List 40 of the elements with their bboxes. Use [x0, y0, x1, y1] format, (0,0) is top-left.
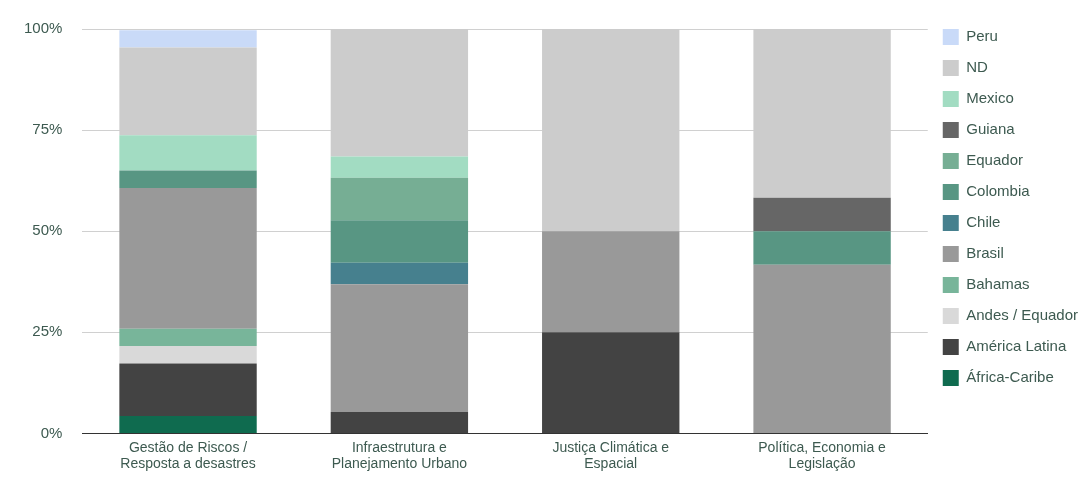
legend-label: Guiana: [966, 120, 1016, 138]
bar: [753, 231, 891, 265]
legend-label: Mexico: [966, 89, 1014, 107]
bar: [330, 411, 469, 433]
bar: [330, 177, 469, 221]
bar: [330, 220, 469, 263]
legend-label: Peru: [966, 27, 998, 45]
bar: [330, 156, 469, 178]
bar: [753, 197, 891, 232]
legend-label: Brasil: [966, 244, 1004, 262]
bar: [330, 262, 469, 285]
legend-label: Chile: [966, 213, 1001, 231]
legend-label: América Latina: [966, 337, 1067, 355]
x-tick-label: Infraestrutura e Planejamento Urbano: [331, 438, 468, 472]
bar: [119, 135, 257, 171]
y-tick-label: 75%: [32, 120, 63, 138]
bar: [119, 363, 257, 417]
legend-label: Equador: [966, 151, 1023, 169]
legend-label: Bahamas: [966, 275, 1030, 293]
bar: [119, 170, 257, 188]
legend-label: Andes / Equador: [966, 306, 1078, 324]
y-tick-label: 0%: [40, 423, 63, 441]
bar: [330, 284, 469, 412]
bar: [119, 187, 257, 329]
bar: [119, 416, 257, 433]
legend-label: África-Caribe: [966, 368, 1054, 386]
bar: [753, 264, 891, 433]
y-tick-label: 50%: [32, 221, 63, 239]
bar: [119, 346, 257, 364]
x-tick-label: Gestão de Riscos / Resposta a desastres: [120, 438, 256, 472]
bar: [119, 30, 257, 48]
x-tick-label: Política, Economia e Legislação: [758, 438, 887, 472]
legend-label: Colombia: [966, 182, 1031, 200]
bar: [542, 231, 680, 333]
bar: [542, 332, 680, 433]
bar: [119, 328, 257, 347]
x-tick-label: Justiça Climática e Espacial: [552, 438, 670, 472]
y-tick-label: 100%: [23, 19, 63, 37]
legend-label: ND: [966, 58, 989, 76]
y-tick-label: 25%: [32, 322, 63, 340]
